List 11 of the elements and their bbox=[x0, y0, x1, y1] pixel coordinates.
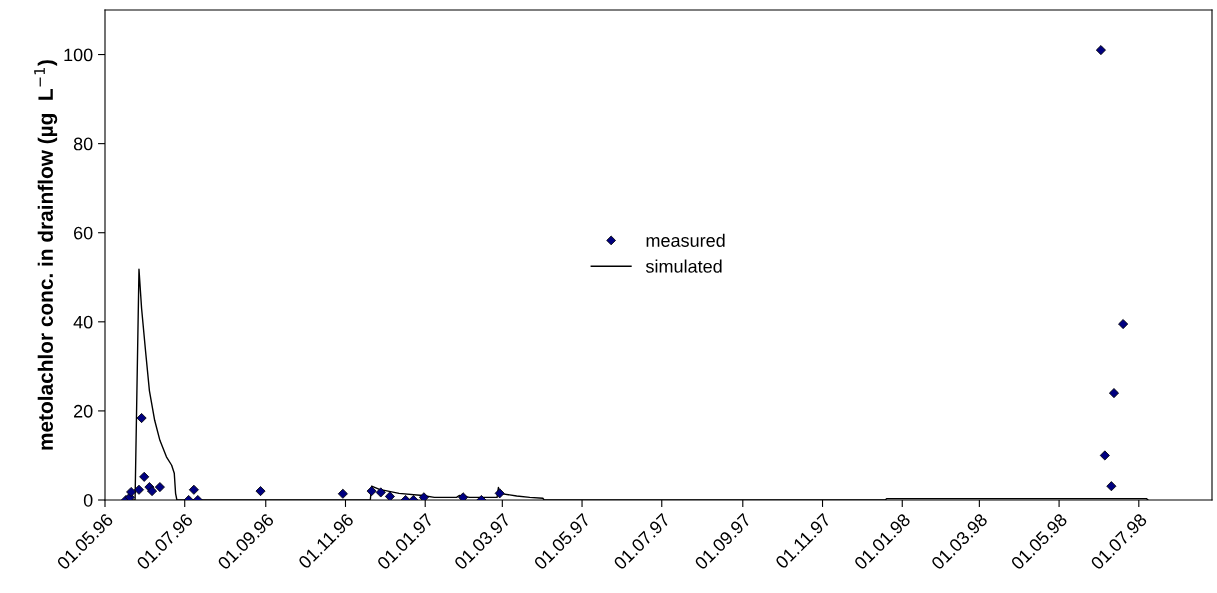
y-tick-label: 60 bbox=[74, 226, 93, 240]
y-tick-label: 40 bbox=[73, 315, 93, 329]
legend-label: measured bbox=[646, 233, 725, 247]
y-tick-label: 0 bbox=[83, 493, 93, 507]
point bbox=[384, 491, 395, 500]
y-tick-label: 80 bbox=[73, 137, 93, 151]
legend-label: simulated bbox=[645, 259, 722, 273]
y-tick-label: 100 bbox=[64, 48, 93, 62]
y-tick-label: 20 bbox=[74, 404, 93, 418]
y-axis-title: metolachlor conc. in drainflow (µg L$^{−1}$) bbox=[34, 60, 58, 450]
point bbox=[458, 492, 469, 500]
